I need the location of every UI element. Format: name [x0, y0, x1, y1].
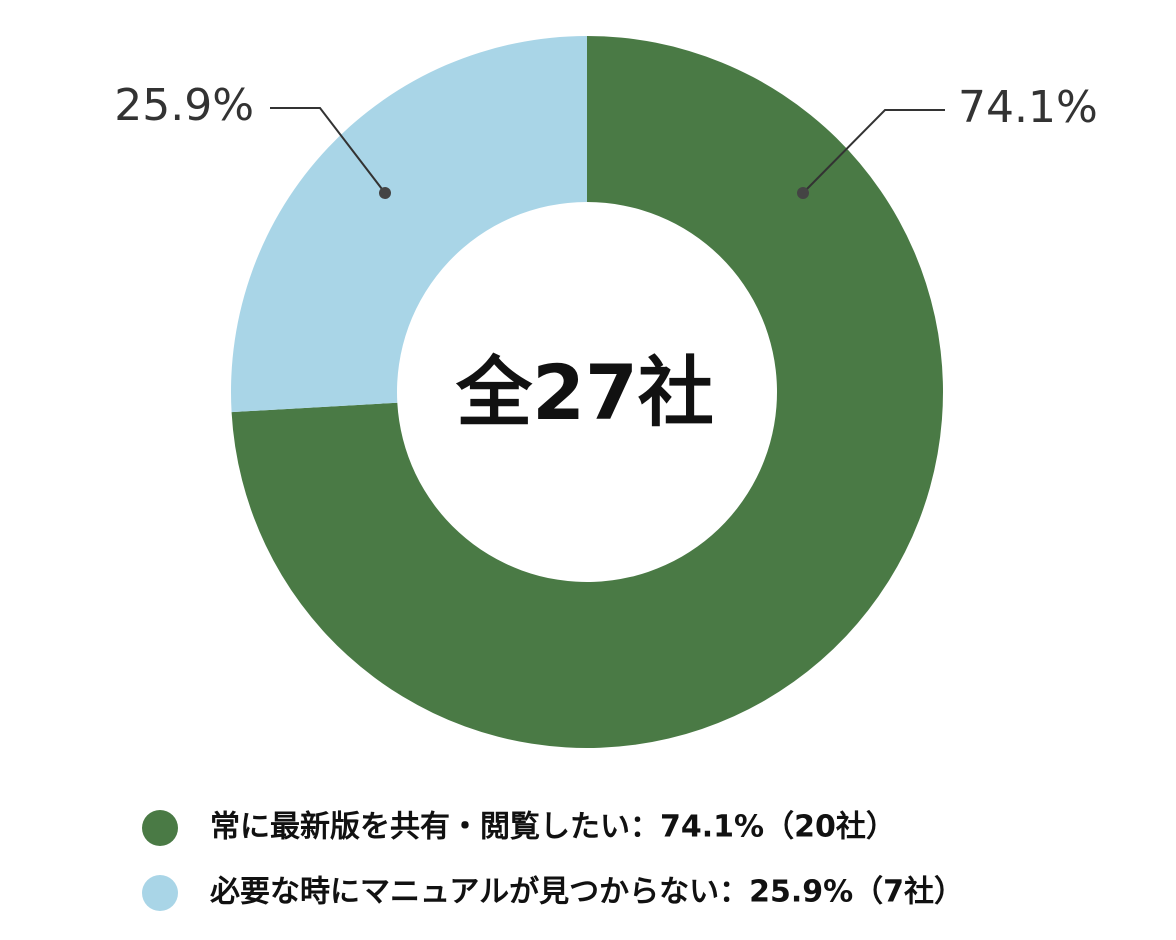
value-label: 25.9% [114, 80, 254, 131]
leader-dot [797, 187, 809, 199]
value-label: 74.1% [958, 82, 1098, 133]
legend-marker [142, 875, 178, 911]
slice [230, 36, 587, 413]
legend-label: 必要な時にマニュアルが見つからない：25.9%（7社） [210, 875, 964, 910]
leader-dot [379, 187, 391, 199]
slice [231, 36, 944, 748]
donut [230, 36, 944, 748]
leader-line [270, 107, 386, 194]
legend-label: 常に最新版を共有・閲覧したい：74.1%（20社） [210, 810, 896, 845]
center-text: 全27社 [455, 348, 714, 437]
legend-marker [142, 810, 178, 846]
leader-line [802, 109, 945, 194]
